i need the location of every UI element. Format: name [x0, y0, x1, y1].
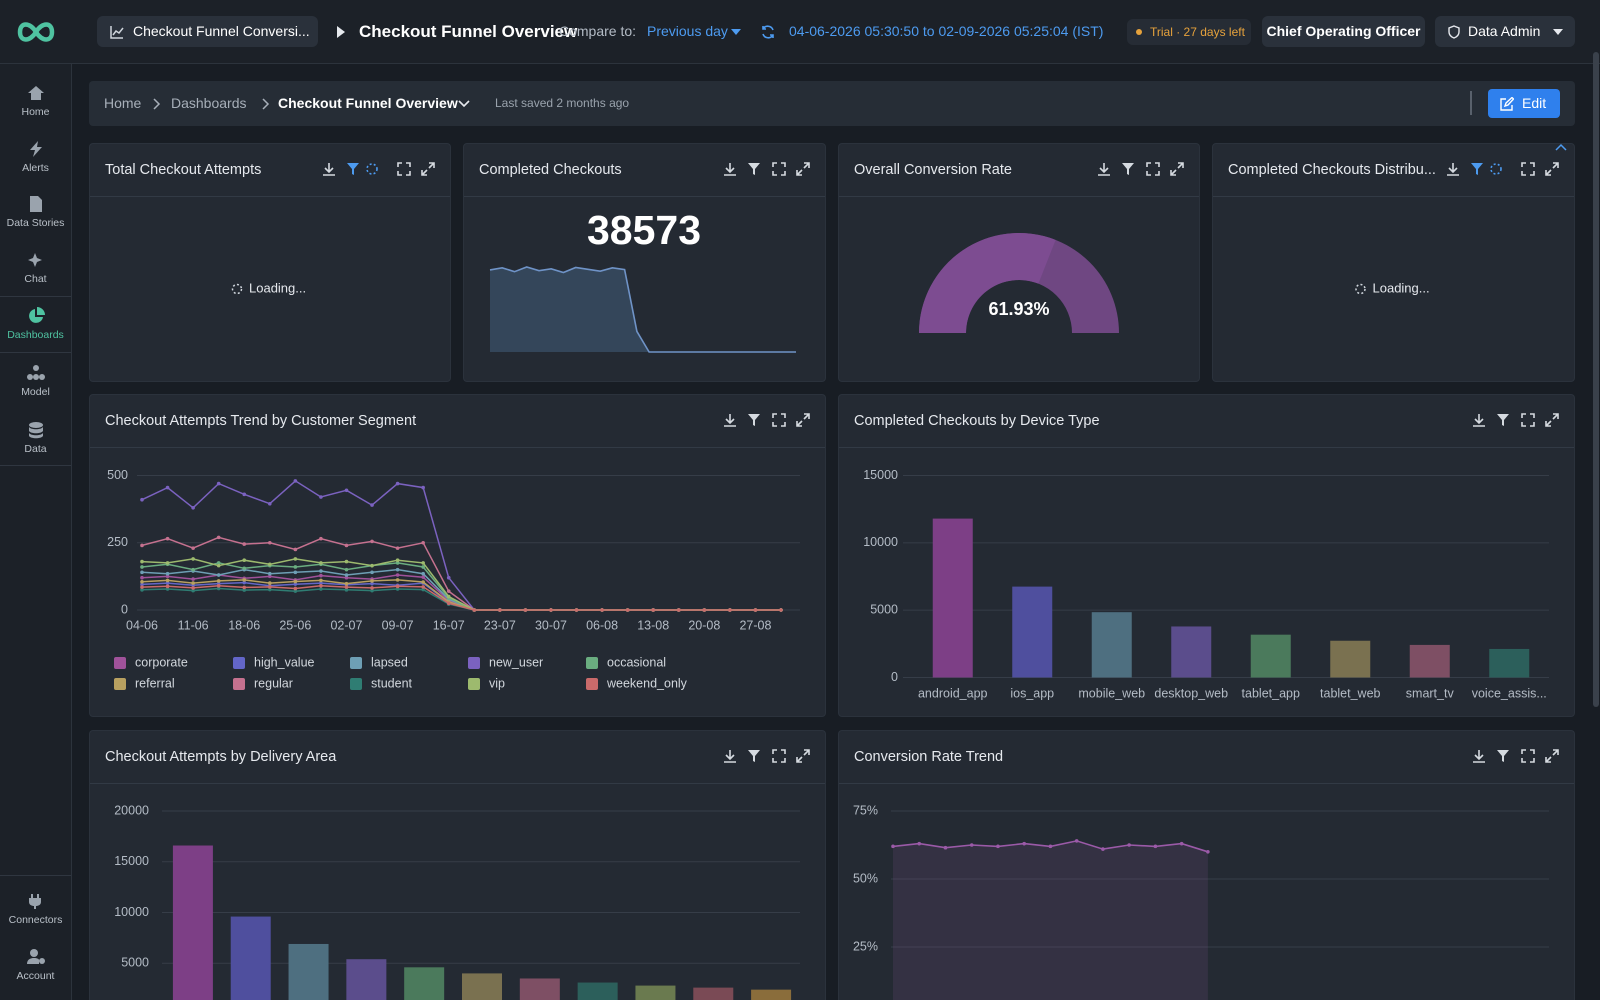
nav-label: Home: [21, 106, 50, 118]
breadcrumb-link[interactable]: Home: [104, 95, 142, 111]
nav-label: Account: [16, 970, 55, 982]
dashboard-title: Checkout Funnel Overview: [359, 22, 578, 41]
edit-label: Edit: [1522, 95, 1547, 111]
breadcrumb-link[interactable]: Dashboards: [171, 95, 247, 111]
nav-item[interactable]: Connectors: [0, 892, 71, 926]
caret: [1553, 29, 1563, 35]
nav-item[interactable]: Chat: [0, 251, 71, 285]
nav-separator: [0, 875, 71, 876]
logo[interactable]: [16, 20, 56, 44]
widget-divider: [1213, 196, 1574, 197]
shield-icon: [1448, 25, 1460, 39]
nav-label: Model: [21, 386, 50, 398]
nav-item[interactable]: Dashboards: [0, 307, 71, 341]
widget-divider: [464, 196, 825, 197]
top-bar: Checkout Funnel Conversi... Checkout Fun…: [0, 0, 1600, 64]
scrollbar[interactable]: [1593, 52, 1599, 707]
trial-badge: Trial · 27 days left: [1127, 19, 1251, 45]
nav-item[interactable]: Data: [0, 421, 71, 455]
widget-card: Overall Conversion Rate: [838, 143, 1200, 382]
edit-icon: [1500, 97, 1514, 111]
dashboard-tab-label: Checkout Funnel Conversi...: [133, 23, 310, 39]
date-range[interactable]: 04-06-2026 05:30:50 to 02-09-2026 05:25:…: [789, 23, 1104, 39]
last-saved: Last saved 2 months ago: [495, 96, 630, 110]
nav-item[interactable]: Data Stories: [0, 195, 71, 229]
widget-card: Completed Checkouts: [463, 143, 826, 382]
dropdown-chevron[interactable]: [458, 100, 470, 108]
widget-card: Completed Checkouts by Device Type: [838, 394, 1575, 717]
nav-separator: [0, 296, 71, 297]
widget-divider: [90, 783, 825, 784]
widget-title: Completed Checkouts by Device Type: [854, 413, 1100, 429]
refresh-icon[interactable]: [761, 25, 775, 39]
nav-icon: [28, 422, 43, 439]
nav-separator: [0, 352, 71, 353]
nav-item[interactable]: Alerts: [0, 140, 71, 174]
chart-icon: [110, 26, 124, 39]
widget-title: Checkout Attempts by Delivery Area: [105, 749, 337, 765]
nav-label: Data Stories: [6, 217, 65, 229]
widget-divider: [90, 196, 450, 197]
widget-card: Completed Checkouts Distribu...: [1212, 143, 1575, 382]
widget-card: Total Checkout Attempts: [89, 143, 451, 382]
edit-button[interactable]: Edit: [1488, 89, 1560, 118]
nav-icon: [29, 196, 42, 212]
widget-title: Completed Checkouts: [479, 162, 622, 178]
widget-divider: [839, 447, 1574, 448]
nav-label: Alerts: [22, 162, 49, 174]
role-button[interactable]: Chief Operating Officer: [1262, 16, 1425, 47]
play-icon[interactable]: [336, 26, 346, 38]
nav-icon: [26, 365, 45, 380]
nav-label: Chat: [24, 273, 47, 285]
nav-icon: [26, 949, 45, 964]
dashboard-tab[interactable]: Checkout Funnel Conversi...: [97, 16, 318, 47]
nav-item[interactable]: Account: [0, 948, 71, 982]
nav-item[interactable]: Home: [0, 84, 71, 118]
nav-label: Dashboards: [7, 329, 64, 341]
breadcrumb-chevron: [262, 98, 270, 110]
widget-title: Total Checkout Attempts: [105, 162, 262, 178]
nav-item[interactable]: Model: [0, 364, 71, 398]
sidebar: [0, 64, 72, 1000]
nav-icon: [27, 253, 42, 267]
breadcrumb-current: Checkout Funnel Overview: [278, 95, 458, 111]
user-name: Data Admin: [1468, 23, 1541, 39]
trial-dot: [1136, 29, 1142, 35]
widget-title: Checkout Attempts Trend by Customer Segm…: [105, 413, 417, 429]
nav-icon: [27, 86, 44, 100]
trial-text: Trial · 27 days left: [1150, 25, 1245, 39]
widget-title: Completed Checkouts Distribu...: [1228, 162, 1436, 178]
widget-card: Conversion Rate Trend: [838, 730, 1575, 1000]
nav-label: Data: [24, 443, 47, 455]
nav-separator: [0, 465, 71, 466]
divider: [1470, 91, 1472, 115]
breadcrumb-bar: Home Dashboards Checkout Funnel Overview…: [89, 81, 1575, 126]
nav-icon: [29, 141, 42, 157]
widget-divider: [839, 783, 1574, 784]
nav-label: Connectors: [8, 914, 63, 926]
compare-value[interactable]: Previous day: [647, 23, 728, 39]
widget-card: Checkout Attempts Trend by Customer Segm…: [89, 394, 826, 717]
breadcrumb-chevron: [153, 98, 161, 110]
nav-icon: [28, 307, 45, 323]
nav-icon: [28, 894, 41, 909]
caret[interactable]: [731, 29, 741, 35]
compare-label: Compare to:: [559, 23, 637, 39]
user-button[interactable]: Data Admin: [1435, 16, 1575, 47]
widget-title: Conversion Rate Trend: [854, 749, 1004, 765]
widget-divider: [839, 196, 1199, 197]
widget-divider: [90, 447, 825, 448]
widget-card: Checkout Attempts by Delivery Area: [89, 730, 826, 1000]
widget-title: Overall Conversion Rate: [854, 162, 1012, 178]
